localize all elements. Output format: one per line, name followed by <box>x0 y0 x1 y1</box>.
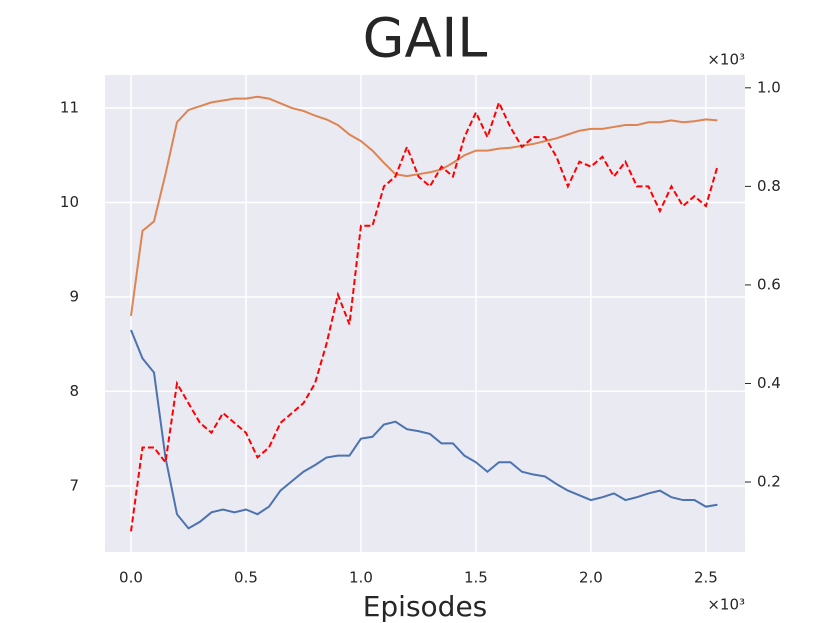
plot-area <box>105 75 745 552</box>
x-tick-label: 2.0 <box>579 569 603 587</box>
y2-tick-label: 1.0 <box>757 78 781 96</box>
y2-tick-label: 0.8 <box>757 177 781 195</box>
chart-title: GAIL <box>363 7 488 70</box>
y-tick-label: 11 <box>60 99 79 117</box>
series-line <box>130 329 718 530</box>
series-line <box>129 99 719 532</box>
y2-tick-label: 0.2 <box>757 473 781 491</box>
x-axis-label: Episodes <box>363 590 488 623</box>
x-tick-label: 1.5 <box>464 569 488 587</box>
y2-tick-label: 0.4 <box>757 374 781 392</box>
x-tick-label: 0.5 <box>234 569 258 587</box>
y-tick-label: 10 <box>60 193 79 211</box>
y-tick-label: 8 <box>69 382 79 400</box>
y2-tick-label: 0.6 <box>757 275 781 293</box>
x-tick-label: 1.0 <box>349 569 373 587</box>
x-offset-label: ×10³ <box>707 596 745 614</box>
x-tick-label: 0.0 <box>119 569 143 587</box>
y2-offset-label: ×10³ <box>707 51 745 69</box>
y-tick-label: 7 <box>69 476 79 494</box>
series-line <box>129 95 718 316</box>
y-tick-label: 9 <box>69 287 79 305</box>
x-tick-label: 2.5 <box>694 569 718 587</box>
